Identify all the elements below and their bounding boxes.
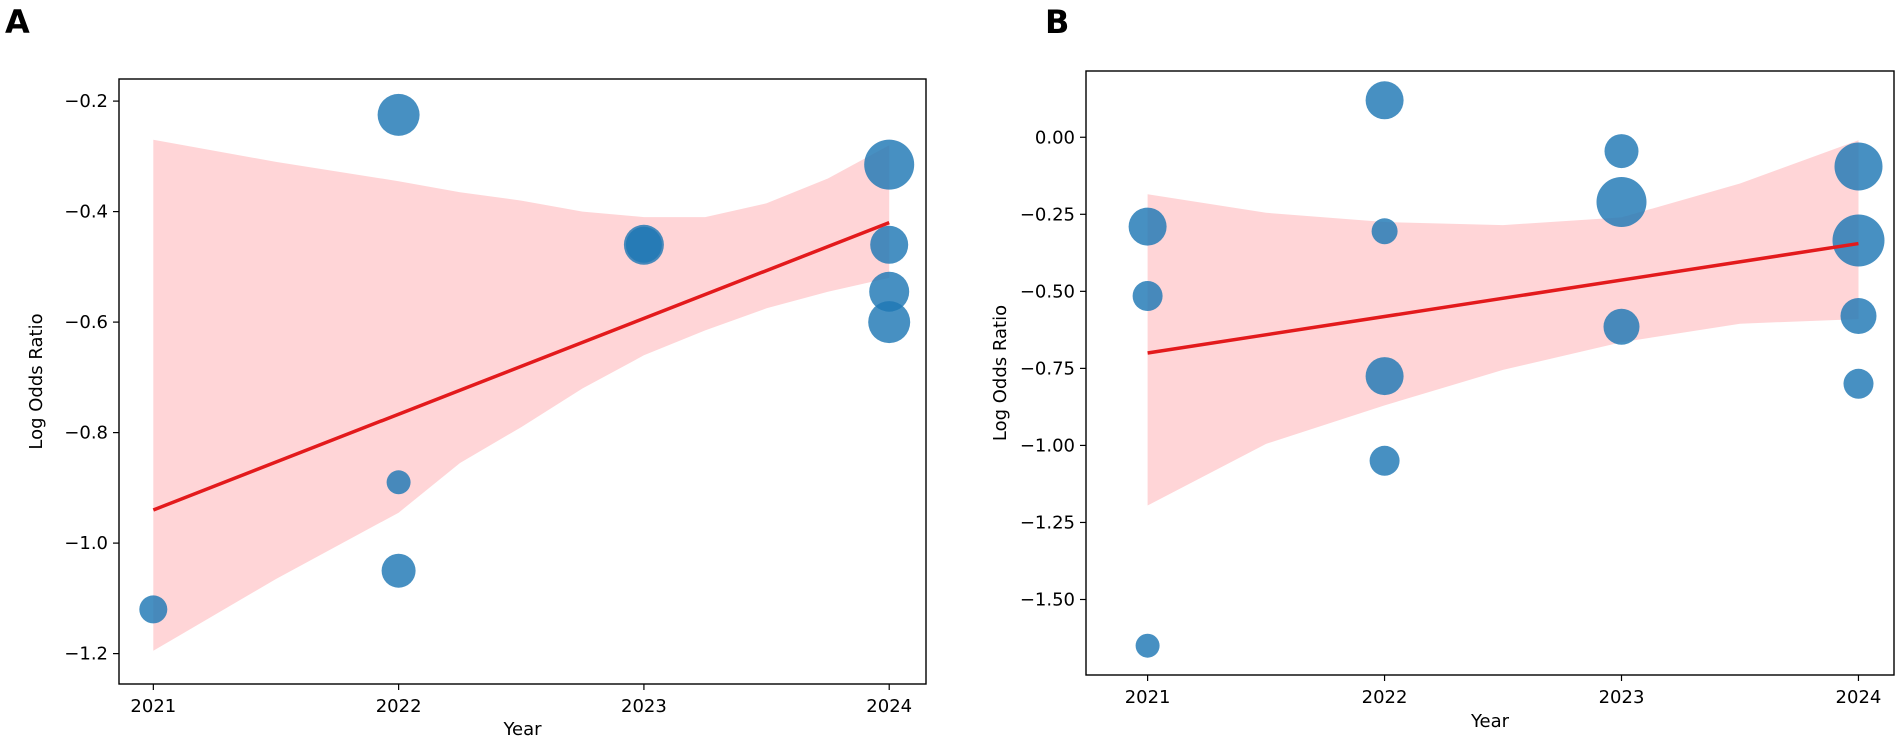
regression-line	[1147, 241, 1859, 355]
scatter-point	[1840, 298, 1877, 334]
scatter-point	[1832, 214, 1885, 267]
y-tick-label: −0.6	[64, 312, 108, 333]
scatter-point	[1604, 134, 1639, 169]
scatter-point	[870, 225, 909, 264]
y-tick-label: −0.4	[64, 202, 108, 223]
scatter-point	[386, 470, 411, 495]
panel-a-label: A	[5, 3, 30, 41]
scatter-point	[377, 93, 420, 136]
panel-b-y-axis-title: Log Odds Ratio	[990, 305, 1011, 441]
panel-a-trend	[152, 221, 890, 512]
scatter-point	[381, 553, 416, 588]
y-tick-label: −0.2	[64, 91, 108, 112]
panel-b-trend	[1147, 241, 1859, 355]
scatter-point	[864, 139, 915, 190]
scatter-point	[868, 301, 911, 344]
scatter-point	[1369, 445, 1400, 476]
panel-b-confidence-band	[1147, 140, 1859, 506]
scatter-point	[1834, 142, 1883, 191]
scatter-point	[1371, 218, 1398, 245]
scatter-point	[139, 595, 168, 624]
y-tick-label: 0.00	[1035, 127, 1075, 148]
panel-b-y-axis: −1.50 −1.25 −1.00 −0.75 −0.50 −0.25 0.00	[1020, 127, 1086, 611]
y-tick-label: −1.2	[64, 644, 108, 665]
confidence-band-area	[1147, 140, 1859, 506]
panel-b-points	[1128, 81, 1885, 658]
scatter-point	[1596, 177, 1647, 227]
panel-b-label: B	[1045, 3, 1069, 41]
x-tick-label: 2024	[866, 696, 912, 717]
panel-a-y-axis: −1.2 −1.0 −0.8 −0.6 −0.4 −0.2	[64, 91, 119, 665]
x-tick-label: 2021	[130, 696, 176, 717]
scatter-point	[1132, 281, 1163, 311]
panel-b-plot-frame	[1085, 70, 1895, 676]
scatter-point	[1603, 308, 1640, 345]
y-tick-label: −1.50	[1020, 590, 1075, 611]
panel-a-y-axis-title: Log Odds Ratio	[26, 313, 47, 449]
panel-b: B 2021 2022 2023 2024 −1.50−1.25−1.00−0.75−…	[990, 3, 1895, 732]
scatter-point	[1365, 81, 1404, 120]
x-tick-label: 2024	[1836, 687, 1882, 708]
panel-a-plot-frame	[118, 78, 927, 685]
scatter-point	[869, 271, 910, 312]
y-tick-label: −0.8	[64, 423, 108, 444]
x-tick-label: 2022	[1362, 687, 1408, 708]
x-tick-label: 2023	[1599, 687, 1645, 708]
y-tick-label: −1.0	[64, 533, 108, 554]
scatter-point	[1135, 633, 1160, 658]
panel-a: A 2021 2022 2023 2024 −1.2−1.0−0.8−0.6−0.4−…	[5, 3, 927, 740]
panel-b-x-axis: 2021 2022 2023 2024	[1125, 675, 1882, 708]
scatter-point	[1128, 207, 1167, 246]
y-tick-label: −0.25	[1020, 204, 1075, 225]
x-tick-label: 2021	[1125, 687, 1171, 708]
scatter-point	[1365, 357, 1404, 396]
y-tick-label: −1.25	[1020, 512, 1075, 533]
panel-a-confidence-band	[153, 139, 890, 651]
regression-line	[152, 221, 890, 512]
y-tick-label: −1.00	[1020, 435, 1075, 456]
panel-a-x-axis: 2021 2022 2023 2024	[130, 684, 912, 717]
scatter-point	[1843, 368, 1874, 399]
scatter-point	[625, 226, 662, 263]
panel-a-points	[139, 93, 915, 624]
y-tick-label: −0.50	[1020, 281, 1075, 302]
confidence-band-area	[153, 139, 890, 651]
panel-b-x-axis-title: Year	[1470, 711, 1510, 732]
y-tick-label: −0.75	[1020, 358, 1075, 379]
panel-a-x-axis-title: Year	[502, 719, 542, 740]
x-tick-label: 2022	[376, 696, 422, 717]
x-tick-label: 2023	[621, 696, 667, 717]
